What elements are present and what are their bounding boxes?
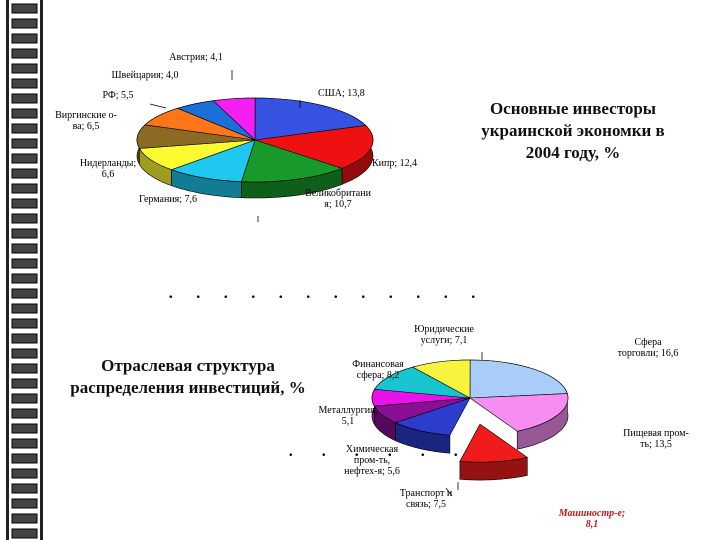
top-pie-label-5: Нидерланды; 6,6 [80, 158, 137, 180]
top-pie-leader-4 [149, 103, 167, 109]
top-pie-label-1: США; 13,8 [318, 88, 365, 99]
top-pie-label-3: Великобритани я; 10,7 [305, 188, 372, 210]
bottom-pie-label-4: Транспорт и связь; 7,5 [400, 488, 453, 510]
pie-slice-9 [212, 97, 256, 141]
bottom-pie-label-8: Юридические услуги; 7,1 [414, 324, 474, 346]
top-pie-label-9: Австрия; 4,1 [169, 52, 223, 63]
pie-slice-2 [469, 393, 569, 432]
pie-slice-8 [412, 359, 471, 399]
top-pie-label-7: РФ; 5,5 [102, 90, 133, 101]
pie-slice-1 [254, 97, 367, 141]
top-investors-pie: США; 13,8 Кипр; 12,4 Великобритани я; 10,7 Г… [55, 52, 417, 222]
top-pie-label-8: Швейцария; 4,0 [111, 70, 178, 81]
pie-slice-3 [459, 423, 529, 463]
top-pie-label-2: Кипр; 12,4 [372, 158, 417, 169]
bottom-pie-label-7: Финансовая сфера; 8,2 [352, 359, 404, 381]
top-pie-label-4: Германия; 7,6 [139, 194, 197, 205]
bottom-chart-title: Отраслевая структура распределения инвес… [70, 356, 306, 398]
bottom-pie-label-1: Сфера торговли; 16,6 [618, 337, 679, 359]
pie-slice-3 [240, 139, 343, 183]
pie-slice-4 [170, 139, 256, 183]
pie-slice-7 [374, 366, 471, 399]
top-pie-label-6: Виргинские о-ва; 6,5 [55, 110, 117, 132]
bottom-pie-label-5: Химическая пром-ть, нефтех-я; 5,6 [344, 444, 400, 477]
top-chart-title: Основные инвесторы украинской экономки в… [481, 99, 665, 163]
bottom-pie-leader-3 [445, 487, 453, 497]
sector-structure-pie: Сфера торговли; 16,6 Пищевая пром-ть; 13,5… [318, 324, 688, 530]
bottom-pie-label-2: Пищевая пром-ть; 13,5 [623, 428, 689, 450]
dotted-separator-top: . . . . . . . . . . . . [168, 278, 476, 303]
pie-slice-2 [254, 125, 374, 169]
film-strip-decoration [0, 0, 52, 540]
bottom-pie-label-6: Металлургия; 5,1 [318, 405, 377, 427]
pie-slice-1 [469, 359, 568, 399]
bottom-pie-label-3: Машиностр-е; 8,1 [558, 508, 626, 530]
